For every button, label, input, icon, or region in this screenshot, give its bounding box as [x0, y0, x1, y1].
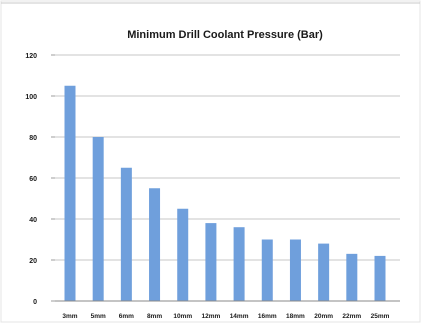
x-tick-labels: 3mm 5mm 6mm 8mm 10mm 12mm 14mm 16mm 18mm 20mm 22mm…: [62, 313, 389, 320]
x-tick-label: 5mm: [91, 313, 106, 320]
x-tick-label: 3mm: [62, 313, 77, 320]
gridlines: [51, 54, 400, 302]
x-tick-label: 10mm: [173, 313, 192, 320]
x-tick-label: 18mm: [286, 313, 305, 320]
bar-12mm: [205, 223, 217, 301]
y-tick-label: 20: [29, 258, 37, 265]
bar-6mm: [120, 167, 132, 301]
bar-18mm: [289, 239, 301, 301]
bar-22mm: [346, 253, 358, 301]
bar-10mm: [177, 208, 189, 301]
bar-3mm: [64, 85, 76, 301]
y-tick-label: 120: [25, 53, 37, 60]
x-tick-label: 25mm: [371, 313, 390, 320]
x-tick-label: 6mm: [119, 313, 134, 320]
bar-25mm: [374, 255, 386, 301]
chart-title: Minimum Drill Coolant Pressure (Bar): [127, 29, 323, 41]
x-tick-label: 12mm: [202, 313, 221, 320]
y-tick-labels: 0 20 40 60 80 100 120: [25, 53, 37, 306]
y-tick-label: 100: [25, 94, 37, 101]
y-tick-label: 40: [29, 217, 37, 224]
bar-5mm: [92, 137, 104, 301]
x-tick-label: 22mm: [342, 313, 361, 320]
x-tick-label: 8mm: [147, 313, 162, 320]
bar-8mm: [149, 188, 161, 301]
bar-14mm: [233, 227, 245, 301]
y-tick-label: 0: [33, 299, 37, 306]
bar-20mm: [318, 243, 330, 301]
x-tick-label: 20mm: [314, 313, 333, 320]
bars: [64, 85, 386, 301]
y-tick-label: 80: [29, 135, 37, 142]
y-tick-label: 60: [29, 176, 37, 183]
x-tick-label: 14mm: [230, 313, 249, 320]
bar-16mm: [261, 239, 273, 301]
x-tick-label: 16mm: [258, 313, 277, 320]
